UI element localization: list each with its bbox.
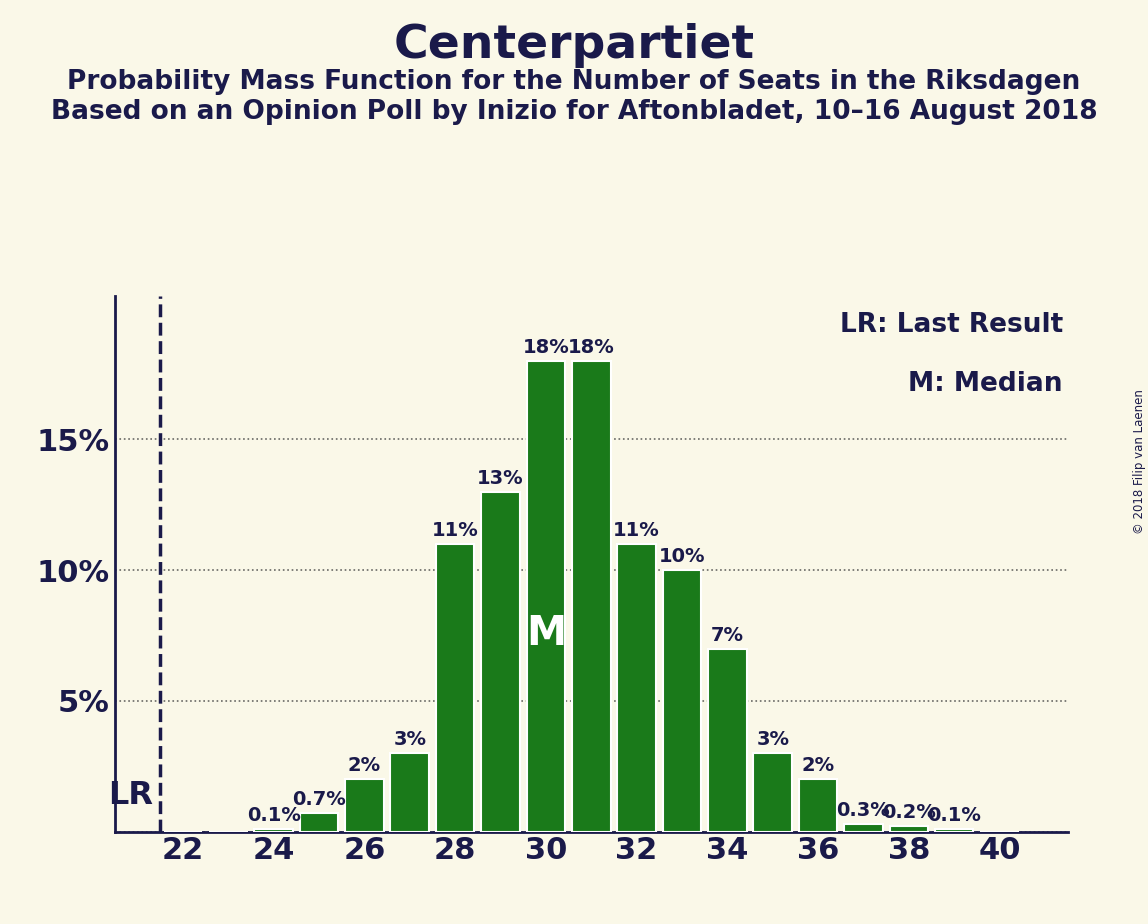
Text: LR: LR bbox=[108, 780, 154, 810]
Bar bbox=[346, 779, 383, 832]
Text: 2%: 2% bbox=[801, 757, 835, 775]
Bar bbox=[390, 753, 429, 832]
Text: 0.7%: 0.7% bbox=[292, 790, 346, 809]
Text: Based on an Opinion Poll by Inizio for Aftonbladet, 10–16 August 2018: Based on an Opinion Poll by Inizio for A… bbox=[51, 99, 1097, 125]
Text: 0.1%: 0.1% bbox=[247, 806, 301, 825]
Text: 0.3%: 0.3% bbox=[837, 801, 891, 820]
Bar bbox=[844, 824, 883, 832]
Text: 7%: 7% bbox=[711, 626, 744, 645]
Bar bbox=[481, 492, 520, 832]
Text: Probability Mass Function for the Number of Seats in the Riksdagen: Probability Mass Function for the Number… bbox=[68, 69, 1080, 95]
Bar bbox=[436, 544, 474, 832]
Text: © 2018 Filip van Laenen: © 2018 Filip van Laenen bbox=[1133, 390, 1147, 534]
Text: 0.2%: 0.2% bbox=[882, 804, 936, 822]
Text: 18%: 18% bbox=[522, 338, 569, 357]
Bar bbox=[618, 544, 656, 832]
Bar bbox=[662, 570, 701, 832]
Text: M: Median: M: Median bbox=[908, 371, 1063, 396]
Text: 13%: 13% bbox=[478, 468, 523, 488]
Text: 3%: 3% bbox=[394, 730, 426, 749]
Text: 3%: 3% bbox=[757, 730, 789, 749]
Bar bbox=[300, 813, 339, 832]
Bar bbox=[572, 361, 611, 832]
Text: Centerpartiet: Centerpartiet bbox=[394, 23, 754, 68]
Text: 0.1%: 0.1% bbox=[928, 806, 982, 825]
Text: 10%: 10% bbox=[659, 547, 705, 566]
Bar bbox=[799, 779, 837, 832]
Text: 11%: 11% bbox=[613, 521, 660, 541]
Bar bbox=[934, 829, 974, 832]
Text: 11%: 11% bbox=[432, 521, 479, 541]
Text: 18%: 18% bbox=[568, 338, 614, 357]
Text: M: M bbox=[526, 614, 566, 654]
Text: LR: Last Result: LR: Last Result bbox=[839, 311, 1063, 338]
Bar bbox=[753, 753, 792, 832]
Bar bbox=[527, 361, 565, 832]
Bar bbox=[890, 826, 928, 832]
Bar bbox=[708, 649, 746, 832]
Bar bbox=[255, 829, 293, 832]
Text: 2%: 2% bbox=[348, 757, 381, 775]
